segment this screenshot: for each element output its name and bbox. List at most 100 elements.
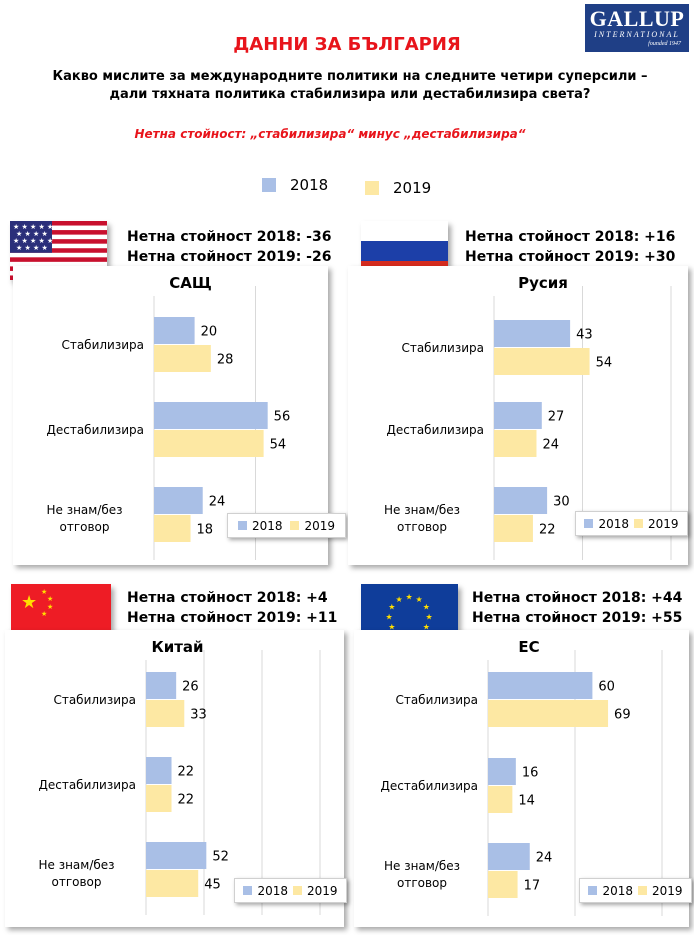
usa-category-label: Дестабилизира xyxy=(46,423,144,437)
russia-bar-2019 xyxy=(494,430,537,457)
svg-text:★: ★ xyxy=(416,595,423,604)
eu-chart-title: ЕС xyxy=(518,638,540,656)
legend-label-2019: 2019 xyxy=(393,179,432,197)
china-bar-2018 xyxy=(146,757,172,784)
usa-bar-chart: Стабилизира 20 28 Дестабилизира 56 54 Не знам/… xyxy=(46,286,291,560)
china-bar-2018 xyxy=(146,842,207,869)
china-legend-swatch-2019 xyxy=(292,885,302,895)
usa-legend-2019: 2019 xyxy=(304,518,336,533)
usa-bar-2018 xyxy=(154,487,203,514)
china-data-label-2019: 33 xyxy=(190,708,207,723)
russia-category-label: Дестабилизира xyxy=(386,423,484,437)
usa-bar-2019 xyxy=(154,515,191,542)
eu-bar-2019 xyxy=(488,700,609,727)
net-value-note: Нетна стойност: „стабилизира“ минус „дес… xyxy=(134,127,526,141)
svg-text:★: ★ xyxy=(386,613,393,622)
china-net-2019: Нетна стойност 2019: +11 xyxy=(127,610,338,626)
usa-data-label-2019: 54 xyxy=(270,438,287,453)
china-legend-swatch-2018 xyxy=(243,885,253,895)
china-chart-legend: 2018 2019 xyxy=(234,878,347,903)
survey-question: Какво мислите за международните политики… xyxy=(52,69,648,102)
russia-data-label-2019: 54 xyxy=(596,356,613,371)
usa-data-label-2019: 18 xyxy=(197,523,214,538)
china-chart-panel: Китай Стабилизира 26 33 Дестабилизира 22 22 Не… xyxy=(5,630,347,927)
eu-category-label: Не знам/без отговор xyxy=(384,859,460,890)
eu-chart-panel: ЕС Стабилизира 60 69 Дестабилизира 16 14 Не зн… xyxy=(354,630,692,927)
usa-data-label-2019: 28 xyxy=(217,353,234,368)
china-bar-2019 xyxy=(146,700,185,727)
china-bar-2019 xyxy=(146,870,199,897)
russia-legend-2018: 2018 xyxy=(598,516,630,531)
legend-swatch-2018 xyxy=(262,178,276,192)
china-data-label-2018: 22 xyxy=(178,765,195,780)
usa-chart-panel: САЩ Стабилизира 20 28 Дестабилизира 56 54 Не з… xyxy=(13,266,346,565)
russia-data-label-2019: 22 xyxy=(539,523,556,538)
usa-data-label-2018: 24 xyxy=(209,495,226,510)
usa-legend-2018: 2018 xyxy=(251,518,283,533)
eu-data-label-2019: 69 xyxy=(614,708,631,723)
china-legend-2018: 2018 xyxy=(257,883,289,898)
russia-chart-panel: Русия Стабилизира 43 54 Дестабилизира 27 24 Не… xyxy=(348,266,688,565)
eu-data-label-2018: 16 xyxy=(522,766,539,781)
usa-net-2018: Нетна стойност 2018: -36 xyxy=(127,229,332,245)
svg-text:★ ★ ★ ★: ★ ★ ★ ★ xyxy=(16,230,48,238)
svg-text:★ ★ ★ ★ ★: ★ ★ ★ ★ ★ xyxy=(13,237,53,245)
svg-text:★: ★ xyxy=(47,603,53,611)
eu-bar-2018 xyxy=(488,672,593,699)
gallup-logo: GALLUP INTERNATIONAL founded 1947 xyxy=(585,4,689,52)
russia-data-label-2019: 24 xyxy=(542,438,559,453)
eu-legend-2019: 2019 xyxy=(651,883,683,898)
china-legend-2019: 2019 xyxy=(306,883,338,898)
svg-text:★: ★ xyxy=(396,595,403,604)
russia-data-label-2018: 30 xyxy=(553,495,570,510)
eu-legend-2018: 2018 xyxy=(602,883,634,898)
usa-category-label: Стабилизира xyxy=(61,338,144,352)
china-category-label: Дестабилизира xyxy=(38,778,136,792)
russia-category-label: Не знам/без отговор xyxy=(384,503,460,534)
eu-bar-2018 xyxy=(488,758,516,785)
russia-net-2018: Нетна стойност 2018: +16 xyxy=(465,229,676,245)
eu-data-label-2019: 14 xyxy=(518,794,535,809)
usa-data-label-2018: 56 xyxy=(274,410,291,425)
china-data-label-2018: 52 xyxy=(212,850,229,865)
svg-text:★ ★ ★ ★: ★ ★ ★ ★ xyxy=(16,244,48,252)
usa-data-label-2018: 20 xyxy=(201,325,218,340)
eu-category-label: Стабилизира xyxy=(395,693,478,707)
russia-category-label: Стабилизира xyxy=(401,341,484,355)
eu-net-2019: Нетна стойност 2019: +55 xyxy=(472,610,683,626)
page-title: ДАННИ ЗА БЪЛГАРИЯ xyxy=(233,34,461,55)
china-category-label: Стабилизира xyxy=(53,693,136,707)
eu-data-label-2018: 60 xyxy=(598,680,615,695)
russia-bar-2018 xyxy=(494,487,548,514)
top-legend-2019: 2019 xyxy=(365,179,431,197)
usa-bar-2018 xyxy=(154,317,195,344)
logo-sub: INTERNATIONAL xyxy=(594,30,680,39)
svg-text:★: ★ xyxy=(388,623,395,632)
eu-data-label-2019: 17 xyxy=(524,879,541,894)
china-net-2018: Нетна стойност 2018: +4 xyxy=(127,590,328,606)
russia-chart-legend: 2018 2019 xyxy=(575,511,688,536)
china-chart-title: Китай xyxy=(151,638,204,656)
eu-category-label: Дестабилизира xyxy=(380,779,478,793)
usa-category-label: Не знам/без отговор xyxy=(46,503,122,534)
eu-bar-2019 xyxy=(488,871,518,898)
legend-swatch-2019 xyxy=(365,181,379,195)
russia-bar-2019 xyxy=(494,348,590,375)
china-category-label: Не знам/без отговор xyxy=(38,858,114,889)
svg-text:★: ★ xyxy=(47,595,53,603)
russia-legend-swatch-2018 xyxy=(584,518,594,528)
usa-chart-legend: 2018 2019 xyxy=(227,513,346,538)
russia-chart-title: Русия xyxy=(518,274,568,292)
usa-bar-2018 xyxy=(154,402,268,429)
eu-chart-legend: 2018 2019 xyxy=(579,878,692,903)
usa-legend-swatch-2018 xyxy=(237,520,247,530)
china-data-label-2018: 26 xyxy=(182,680,199,695)
usa-legend-swatch-2019 xyxy=(290,520,300,530)
russia-bar-2019 xyxy=(494,515,533,542)
eu-legend-swatch-2019 xyxy=(637,885,647,895)
russia-net-2019: Нетна стойност 2019: +30 xyxy=(465,249,676,265)
top-legend-2018: 2018 xyxy=(262,176,328,194)
russia-legend-2019: 2019 xyxy=(647,516,679,531)
eu-net-2018: Нетна стойност 2018: +44 xyxy=(472,590,683,606)
svg-text:★: ★ xyxy=(423,603,430,612)
